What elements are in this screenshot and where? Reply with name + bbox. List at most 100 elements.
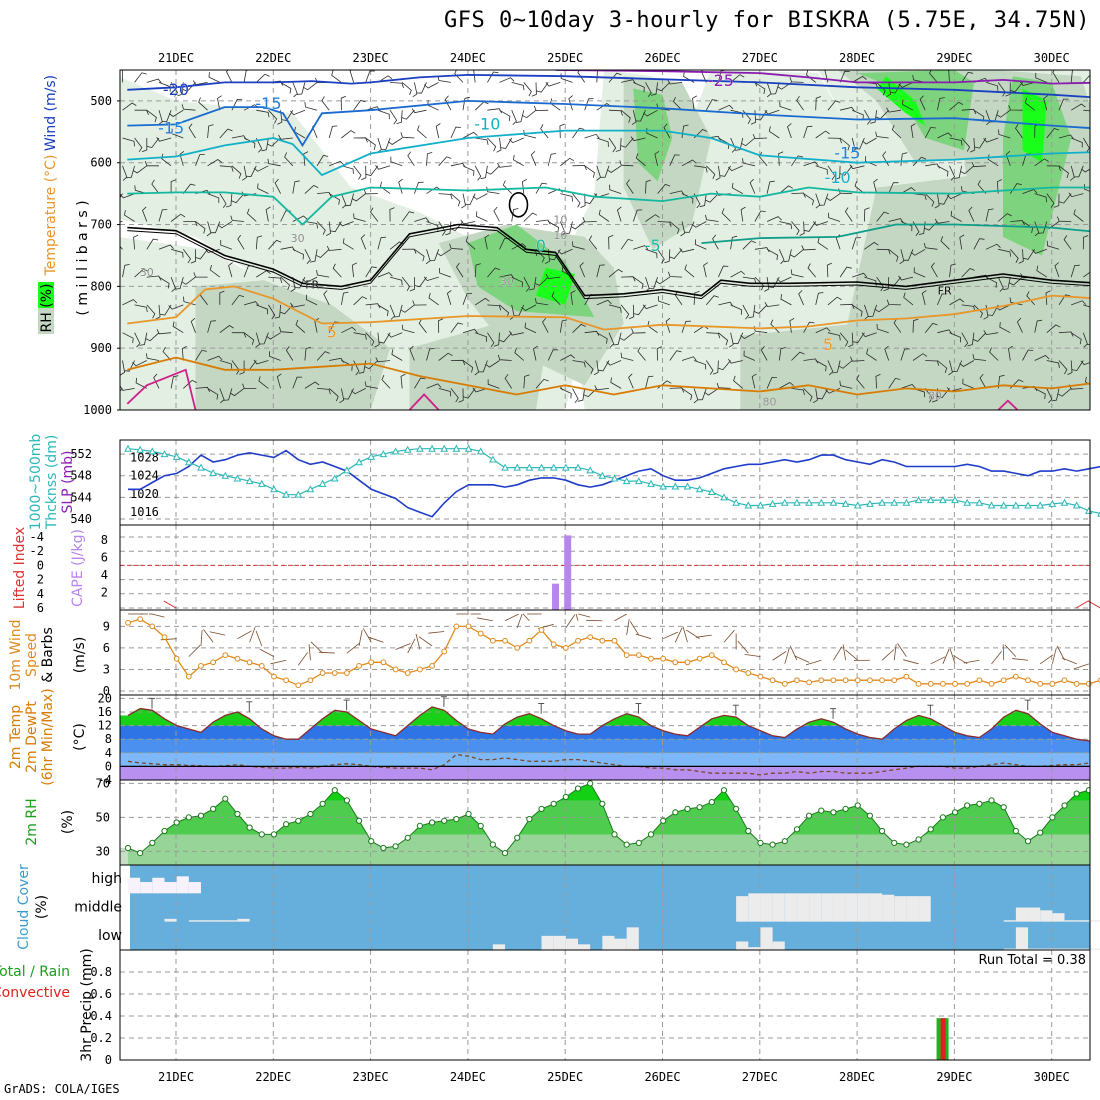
contour-label: -15 (158, 119, 184, 138)
wind-barb (730, 235, 738, 250)
wind10-marker (526, 637, 533, 644)
wind10-marker (125, 619, 131, 626)
wind-barb (487, 379, 500, 389)
wind10-marker (161, 634, 168, 641)
wind10-marker (1085, 680, 1092, 687)
thickness-marker (610, 474, 619, 482)
wind-barb (1036, 265, 1048, 278)
wind-barb (742, 158, 755, 167)
wind-barb (1046, 360, 1060, 369)
wind-barb (867, 304, 877, 317)
wind-barb (913, 267, 926, 278)
wind-barb (949, 263, 956, 278)
wind-barb (462, 293, 473, 306)
dewpt2m-label: 2m DewPt (24, 701, 40, 773)
wind-barb (1034, 319, 1043, 333)
wind-barb (472, 387, 488, 393)
rh2m-marker (854, 802, 861, 809)
temp2m-axis-label: 2m Temp 2m DewPt (6hr Min/Max) (°C) (8, 688, 88, 785)
temp2m-tick-label: 0 (105, 759, 112, 773)
top-date-label: 21DEC (158, 51, 194, 65)
rh-legend-swatch-top (38, 282, 54, 308)
wind-barb (268, 304, 276, 320)
wind-barb (851, 237, 861, 250)
precip-tick-label: 0.6 (90, 987, 112, 1001)
wind-barb (1094, 160, 1100, 166)
wind-barb (209, 264, 221, 278)
cloud-low-bar (1028, 948, 1041, 950)
top-date-label: 28DEC (839, 51, 875, 65)
wind-barb (705, 360, 714, 375)
rh2m-marker (660, 817, 667, 824)
wind-barb (791, 221, 800, 236)
wind10-marker (441, 648, 448, 655)
wind-barb (997, 276, 1004, 292)
wind-barb (884, 345, 890, 361)
wind-barb (424, 82, 439, 89)
wind-barb (146, 275, 162, 281)
thickness-marker (732, 498, 740, 506)
wind-barb (219, 165, 234, 172)
contour-label: -15 (255, 94, 281, 113)
wind-barb (606, 165, 622, 173)
wind-barb (1070, 103, 1086, 111)
wind-barb (560, 157, 575, 167)
wind-barb (839, 165, 853, 176)
wind-barb (850, 356, 865, 362)
wind-barb (656, 346, 662, 361)
wind-barb (839, 70, 850, 83)
wind-barb (499, 109, 511, 122)
wind-barb (815, 327, 831, 334)
wind-barb (770, 82, 780, 95)
wind-barb (730, 74, 745, 83)
wind-barb (635, 153, 646, 167)
rh2m-marker (939, 814, 946, 821)
wind-barb (949, 137, 963, 146)
wind-barb (932, 388, 938, 403)
wind-barb (949, 332, 962, 343)
wind10-barb (893, 644, 897, 661)
wind-barb (1038, 221, 1048, 234)
wind-barb (755, 109, 768, 121)
thickness-marker (744, 501, 753, 509)
wind-barb (684, 221, 695, 233)
wind-barb (134, 137, 143, 153)
wind-barb (462, 131, 478, 139)
wind-barb (948, 360, 953, 376)
wind-barb (500, 137, 513, 149)
rh-shade (120, 77, 585, 410)
thickness-marker (489, 455, 497, 463)
wind-barb (972, 332, 987, 342)
wind-barb (523, 212, 538, 222)
wind10-marker (453, 623, 460, 630)
rh2m-marker (891, 839, 898, 847)
wind-barb (770, 319, 780, 333)
bottom-date-label: 28DEC (839, 1070, 875, 1084)
wind-barb (279, 326, 293, 334)
wind-barb (170, 179, 176, 194)
wind10-barb (845, 649, 859, 661)
wind-barb (657, 295, 670, 306)
wind-barb (912, 193, 927, 200)
wind-barb (620, 109, 631, 123)
wind-barb (921, 290, 927, 305)
wind-barb (668, 271, 683, 278)
wind-barb (1083, 304, 1090, 308)
precip-convective-label: Convective (0, 985, 70, 1001)
wind-barb (594, 385, 610, 391)
wind-barb (120, 193, 135, 199)
wind-barb (267, 137, 281, 147)
wind-barb (712, 234, 719, 250)
wind-barb (606, 360, 622, 366)
wind-barb (864, 207, 870, 222)
wind-barb (353, 165, 362, 180)
wind10-barb (418, 636, 433, 647)
wind-barb (663, 123, 671, 139)
thickness-marker (598, 471, 607, 479)
cloud-middle-bar (736, 896, 749, 922)
thickness-marker (878, 498, 886, 506)
wind-barb (826, 262, 832, 278)
wind-barb (621, 79, 637, 85)
wind-barb (226, 70, 233, 83)
wind-barb (803, 321, 815, 333)
